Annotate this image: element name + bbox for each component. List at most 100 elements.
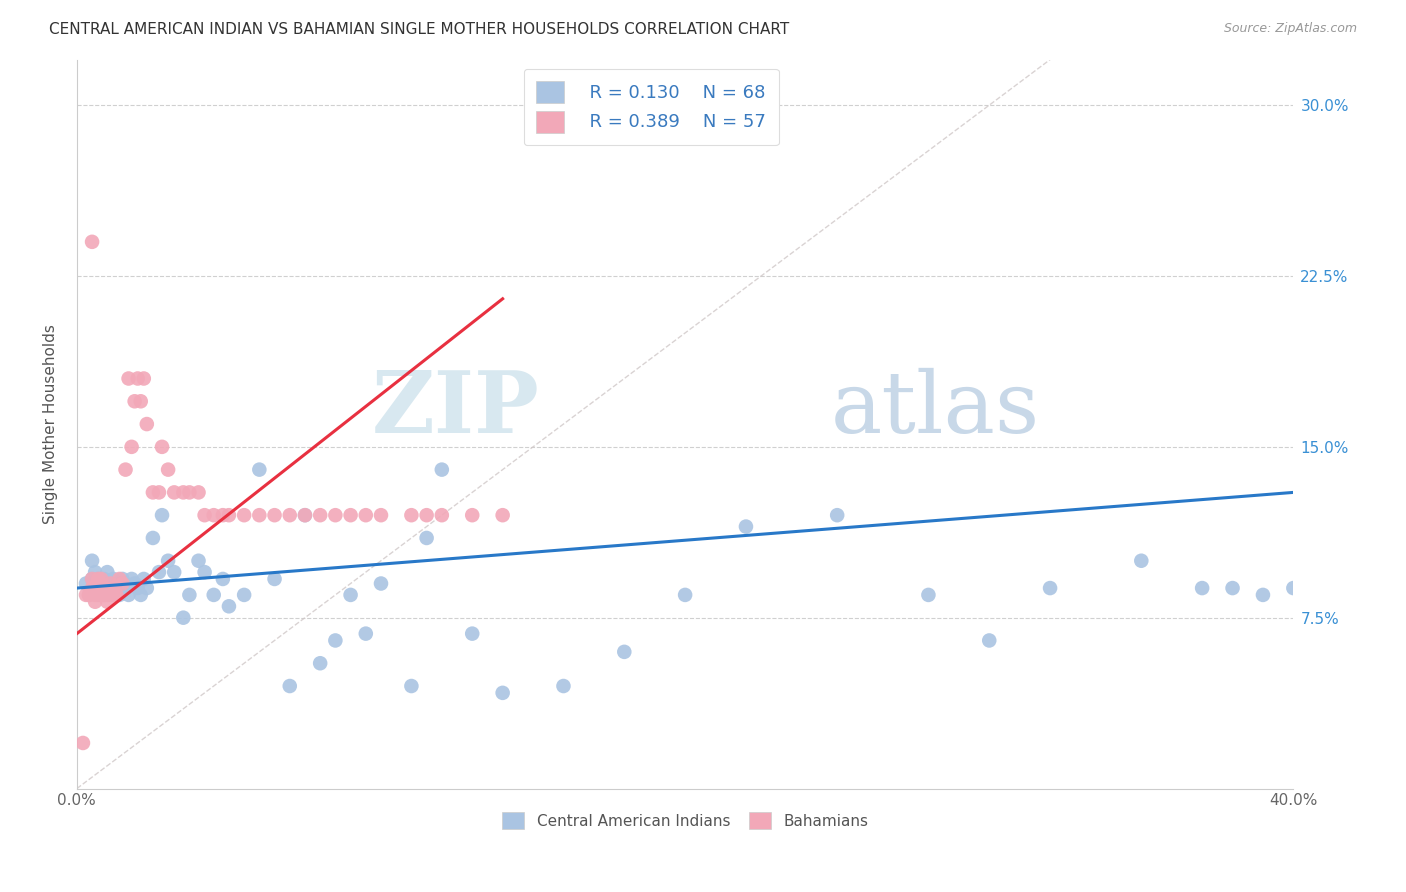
Point bbox=[129, 394, 152, 409]
Point bbox=[90, 576, 112, 591]
Point bbox=[492, 508, 515, 523]
Point bbox=[80, 572, 103, 586]
Point bbox=[93, 572, 115, 586]
Text: atlas: atlas bbox=[831, 368, 1040, 451]
Point bbox=[80, 572, 103, 586]
Point bbox=[218, 508, 240, 523]
Point bbox=[90, 572, 112, 586]
Point bbox=[124, 394, 146, 409]
Point bbox=[127, 581, 149, 595]
Point bbox=[917, 588, 939, 602]
Point bbox=[187, 485, 209, 500]
Point bbox=[553, 679, 575, 693]
Point bbox=[825, 508, 848, 523]
Point bbox=[202, 508, 225, 523]
Point bbox=[1222, 581, 1244, 595]
Point bbox=[108, 572, 131, 586]
Point bbox=[87, 572, 110, 586]
Point bbox=[211, 508, 233, 523]
Point bbox=[157, 554, 180, 568]
Point bbox=[132, 572, 155, 586]
Point bbox=[179, 588, 201, 602]
Point bbox=[98, 588, 121, 602]
Point bbox=[84, 588, 107, 602]
Point bbox=[135, 581, 157, 595]
Point bbox=[211, 572, 233, 586]
Point bbox=[121, 440, 143, 454]
Point bbox=[163, 485, 186, 500]
Point bbox=[202, 588, 225, 602]
Point bbox=[339, 508, 361, 523]
Point bbox=[430, 462, 453, 476]
Point bbox=[132, 371, 155, 385]
Point bbox=[163, 565, 186, 579]
Point bbox=[263, 572, 285, 586]
Point bbox=[135, 417, 157, 431]
Point bbox=[127, 371, 149, 385]
Point bbox=[75, 588, 97, 602]
Point bbox=[98, 576, 121, 591]
Point bbox=[142, 485, 165, 500]
Point bbox=[96, 581, 118, 595]
Point bbox=[339, 588, 361, 602]
Point bbox=[84, 595, 107, 609]
Point bbox=[111, 572, 134, 586]
Point bbox=[278, 508, 301, 523]
Point bbox=[461, 626, 484, 640]
Point bbox=[124, 576, 146, 591]
Point bbox=[354, 626, 377, 640]
Point bbox=[492, 686, 515, 700]
Y-axis label: Single Mother Households: Single Mother Households bbox=[44, 324, 58, 524]
Point bbox=[148, 565, 170, 579]
Point bbox=[325, 508, 347, 523]
Point bbox=[1282, 581, 1305, 595]
Point bbox=[114, 581, 136, 595]
Point bbox=[1039, 581, 1062, 595]
Point bbox=[142, 531, 165, 545]
Point bbox=[90, 588, 112, 602]
Point bbox=[96, 595, 118, 609]
Point bbox=[194, 565, 217, 579]
Point bbox=[108, 588, 131, 602]
Point bbox=[93, 588, 115, 602]
Point bbox=[157, 462, 180, 476]
Point bbox=[80, 581, 103, 595]
Point bbox=[294, 508, 316, 523]
Point bbox=[80, 554, 103, 568]
Point bbox=[77, 588, 100, 602]
Point bbox=[103, 581, 125, 595]
Legend: Central American Indians, Bahamians: Central American Indians, Bahamians bbox=[495, 805, 875, 836]
Point bbox=[401, 679, 423, 693]
Point bbox=[84, 581, 107, 595]
Point bbox=[187, 554, 209, 568]
Point bbox=[93, 588, 115, 602]
Point bbox=[117, 588, 139, 602]
Point bbox=[96, 565, 118, 579]
Point bbox=[233, 588, 256, 602]
Point bbox=[263, 508, 285, 523]
Point bbox=[103, 581, 125, 595]
Text: CENTRAL AMERICAN INDIAN VS BAHAMIAN SINGLE MOTHER HOUSEHOLDS CORRELATION CHART: CENTRAL AMERICAN INDIAN VS BAHAMIAN SING… bbox=[49, 22, 789, 37]
Point bbox=[117, 371, 139, 385]
Point bbox=[129, 588, 152, 602]
Point bbox=[87, 588, 110, 602]
Point bbox=[325, 633, 347, 648]
Point bbox=[1130, 554, 1153, 568]
Point bbox=[150, 508, 173, 523]
Point bbox=[90, 581, 112, 595]
Point bbox=[150, 440, 173, 454]
Point bbox=[354, 508, 377, 523]
Point bbox=[80, 235, 103, 249]
Point bbox=[96, 588, 118, 602]
Point bbox=[105, 588, 128, 602]
Point bbox=[370, 576, 392, 591]
Point bbox=[415, 531, 437, 545]
Point bbox=[1251, 588, 1274, 602]
Point bbox=[370, 508, 392, 523]
Point bbox=[461, 508, 484, 523]
Point bbox=[247, 462, 270, 476]
Point bbox=[121, 572, 143, 586]
Point bbox=[172, 485, 194, 500]
Point bbox=[103, 572, 125, 586]
Point bbox=[179, 485, 201, 500]
